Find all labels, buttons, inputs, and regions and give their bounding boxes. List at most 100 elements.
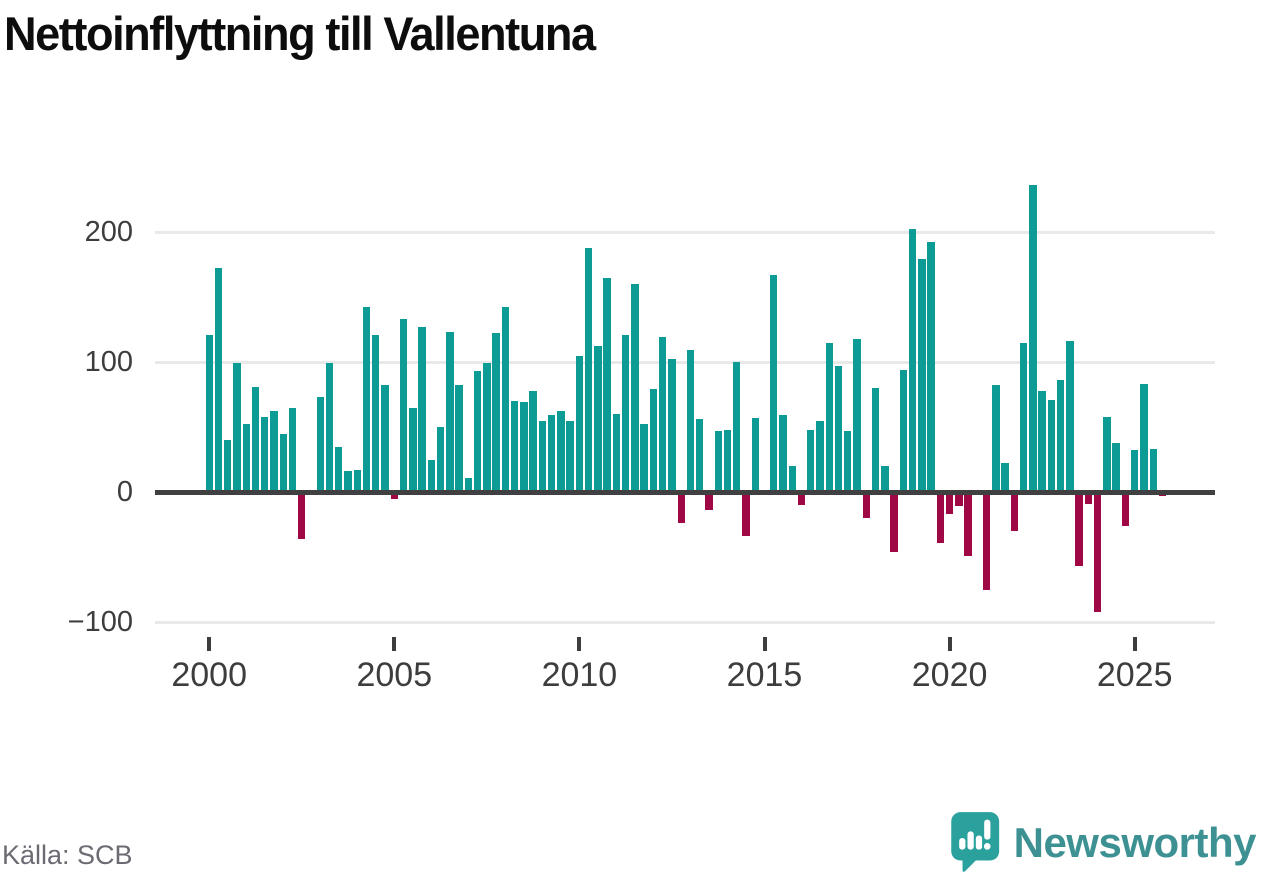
bar-2013-q3 [705, 492, 713, 511]
bar-2002-q1 [279, 433, 287, 492]
y-axis-label-100: 100 [84, 346, 133, 378]
bar-2014-q4 [751, 417, 759, 492]
bar-2024-q3 [1112, 442, 1120, 492]
bar-2023-q3 [1075, 492, 1083, 567]
bar-2009-q3 [557, 411, 565, 492]
bar-2006-q3 [446, 332, 454, 492]
x-tick-2015 [762, 637, 767, 651]
bar-2021-q1 [982, 492, 991, 590]
bar-2025-q1 [1131, 450, 1139, 492]
bar-2004-q2 [362, 307, 371, 492]
newsworthy-bubble-icon [950, 812, 999, 872]
bar-2004-q4 [381, 385, 389, 492]
x-axis-label-2015: 2015 [726, 656, 803, 694]
bar-2013-q4 [714, 430, 722, 492]
bar-2021-q2 [992, 385, 1000, 492]
bar-2000-q1 [205, 334, 213, 492]
bar-2024-q2 [1103, 416, 1111, 492]
bar-2011-q2 [621, 334, 630, 492]
bar-2016-q4 [825, 342, 833, 492]
bar-2015-q3 [779, 415, 787, 492]
chart-title: Nettoinflyttning till Vallentuna [4, 7, 596, 60]
bar-2008-q4 [529, 390, 537, 492]
bar-2014-q2 [733, 362, 741, 492]
bar-2005-q4 [418, 326, 426, 492]
gridline-y--100 [155, 620, 1215, 624]
bar-2018-q4 [899, 369, 908, 492]
speech-bubble-shape [950, 812, 999, 872]
bar-2018-q2 [881, 466, 889, 492]
source-attribution: Källa: SCB [2, 840, 133, 870]
bar-2004-q3 [372, 334, 380, 492]
bar-2017-q1 [834, 365, 843, 492]
bar-2009-q4 [566, 420, 574, 492]
bar-2003-q4 [344, 471, 352, 492]
bar-2014-q1 [723, 429, 732, 492]
bar-2001-q3 [261, 416, 269, 492]
bar-2011-q4 [640, 424, 648, 492]
bar-2011-q3 [631, 284, 639, 492]
x-tick-2005 [392, 637, 397, 651]
bar-2001-q1 [242, 424, 250, 492]
bar-2004-q1 [353, 469, 361, 492]
bar-2006-q4 [455, 385, 463, 492]
bar-2010-q1 [575, 355, 584, 492]
bar-2007-q3 [483, 363, 491, 492]
bar-2018-q1 [871, 388, 880, 492]
bar-2011-q1 [612, 414, 621, 492]
x-axis-label-2025: 2025 [1096, 656, 1173, 694]
bar-2012-q4 [677, 492, 685, 524]
bar-2019-q4 [936, 492, 945, 543]
bar-2019-q2 [918, 259, 926, 492]
bar-2022-q3 [1038, 390, 1046, 492]
y-axis-label-200: 200 [84, 216, 133, 248]
x-axis-label-2005: 2005 [356, 656, 433, 694]
bar-2013-q2 [696, 419, 704, 492]
newsworthy-logo: Newsworthy [950, 810, 1257, 876]
bar-2003-q3 [335, 446, 343, 492]
bar-2024-q1 [1093, 492, 1102, 612]
bar-2015-q2 [770, 274, 778, 492]
bar-2010-q4 [603, 277, 611, 492]
bar-2000-q4 [233, 363, 241, 492]
bar-2007-q2 [473, 371, 482, 492]
bar-2006-q2 [436, 427, 445, 492]
y-axis-label-0: 0 [116, 476, 133, 508]
bar-2003-q2 [325, 363, 334, 492]
bar-2005-q1 [390, 492, 398, 499]
bar-2020-q1 [945, 492, 954, 515]
x-axis-label-2010: 2010 [541, 656, 618, 694]
bar-2007-q1 [464, 477, 473, 492]
bar-2021-q4 [1010, 492, 1019, 531]
bar-2021-q3 [1001, 463, 1009, 492]
bar-glyph-1 [958, 838, 966, 850]
bar-2008-q1 [501, 307, 510, 492]
exclamation-stem-glyph [983, 819, 991, 840]
bar-2018-q3 [890, 492, 898, 552]
bar-2019-q3 [927, 242, 935, 492]
bar-2010-q2 [584, 247, 593, 492]
bar-2023-q2 [1066, 341, 1074, 492]
bar-glyph-2 [967, 831, 974, 850]
bar-2023-q1 [1056, 380, 1065, 492]
gridline-y-100 [155, 360, 1215, 364]
bar-2012-q3 [668, 359, 676, 492]
bar-2000-q2 [214, 268, 223, 492]
bar-2008-q3 [520, 402, 528, 492]
bar-2023-q4 [1084, 492, 1093, 504]
bar-2005-q2 [399, 319, 408, 492]
bar-2016-q3 [816, 420, 824, 492]
bar-2000-q3 [224, 440, 232, 492]
bar-2009-q1 [538, 420, 547, 492]
bar-2019-q1 [908, 229, 917, 492]
bar-2017-q3 [853, 338, 861, 492]
brand-name: Newsworthy [1013, 819, 1257, 866]
bar-2010-q3 [594, 346, 602, 492]
y-axis-label--100: −100 [67, 606, 133, 638]
bar-2020-q2 [955, 492, 963, 507]
x-tick-2020 [947, 637, 952, 651]
x-tick-2025 [1132, 637, 1137, 651]
bar-2006-q1 [427, 459, 435, 492]
bar-2016-q2 [807, 429, 815, 492]
